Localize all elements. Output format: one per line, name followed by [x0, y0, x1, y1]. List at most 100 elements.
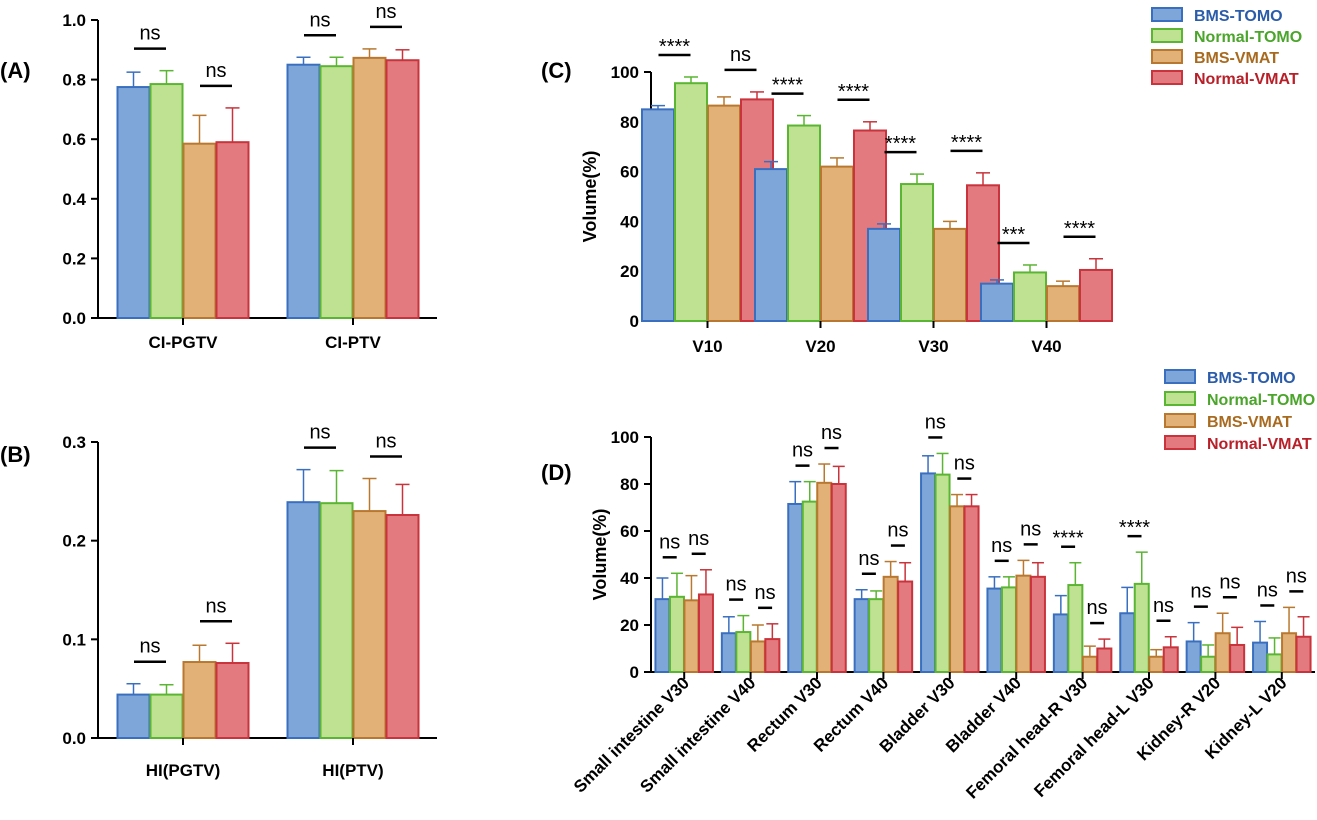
- significance-label: ns: [1286, 565, 1307, 587]
- x-tick-label: HI(PTV): [322, 761, 383, 780]
- significance-label: ns: [309, 9, 330, 31]
- x-tick-label: CI-PTV: [325, 333, 381, 352]
- legend-swatch-bms-vmat: [1164, 413, 1196, 428]
- x-tick-label: V30: [918, 337, 948, 356]
- y-tick-label: 80: [620, 475, 639, 494]
- bar-normal-vmat: [1295, 635, 1312, 673]
- bar-normal-vmat: [215, 662, 250, 739]
- significance-label: ns: [821, 422, 842, 444]
- bar-bms-tomo: [1119, 612, 1136, 673]
- significance-label: ns: [954, 453, 975, 475]
- significance-label: ns: [1087, 597, 1108, 619]
- legend-swatch-normal-tomo: [1164, 391, 1196, 406]
- y-tick-label: 0: [630, 663, 639, 682]
- significance-label: ns: [726, 574, 747, 596]
- bar-normal-vmat: [1229, 643, 1246, 673]
- significance-label: ****: [1064, 218, 1095, 240]
- y-tick-label: 60: [620, 522, 639, 541]
- significance-label: ****: [951, 132, 982, 154]
- bar-bms-tomo: [1185, 640, 1202, 674]
- bar-bms-tomo: [787, 502, 804, 673]
- legend-swatch-normal-tomo: [1151, 28, 1183, 43]
- panel-label: (C): [541, 58, 572, 83]
- y-tick-label: 0.2: [62, 249, 86, 268]
- y-tick-label: 0.8: [62, 71, 86, 90]
- significance-label: ns: [205, 595, 226, 617]
- significance-label: ns: [139, 23, 160, 45]
- bar-bms-vmat: [1148, 655, 1165, 673]
- bar-normal-vmat: [697, 593, 714, 674]
- significance-label: ns: [1020, 518, 1041, 540]
- bar-normal-vmat: [385, 514, 420, 739]
- y-tick-label: 0.2: [62, 532, 86, 551]
- y-tick-label: 0.0: [62, 309, 86, 328]
- x-tick-label: HI(PGTV): [146, 761, 221, 780]
- legend-panel-c: BMS-TOMO Normal-TOMO BMS-VMAT Normal-VMAT: [1151, 7, 1302, 88]
- y-axis-label: Volume(%): [590, 509, 610, 601]
- bar-bms-tomo: [980, 282, 1014, 322]
- bar-bms-tomo: [867, 227, 901, 322]
- significance-label: ns: [309, 422, 330, 444]
- legend-swatch-bms-tomo: [1151, 7, 1183, 22]
- significance-label: ns: [1257, 579, 1278, 601]
- legend-label-bms-vmat: BMS-VMAT: [1207, 414, 1292, 431]
- x-tick-label: V20: [805, 337, 835, 356]
- legend-label-bms-tomo: BMS-TOMO: [1194, 8, 1283, 25]
- bar-bms-vmat: [683, 599, 700, 674]
- bar-normal-tomo: [1266, 653, 1283, 673]
- significance-label: ns: [858, 548, 879, 570]
- significance-label: ns: [991, 535, 1012, 557]
- y-tick-label: 0.1: [62, 630, 86, 649]
- significance-label: ns: [1153, 595, 1174, 617]
- legend-label-normal-tomo: Normal-TOMO: [1207, 392, 1315, 409]
- bar-bms-tomo: [286, 501, 321, 740]
- y-tick-label: 40: [620, 212, 639, 231]
- bar-normal-vmat: [1029, 575, 1046, 674]
- bar-normal-tomo: [1000, 586, 1017, 674]
- significance-label: ****: [772, 75, 803, 97]
- y-tick-label: 60: [620, 163, 639, 182]
- legend-swatch-bms-vmat: [1151, 49, 1183, 64]
- bar-normal-vmat: [963, 505, 980, 674]
- bar-normal-tomo: [1067, 584, 1084, 673]
- bar-normal-vmat: [1079, 268, 1113, 322]
- x-tick-label: Small intestine V40: [636, 673, 759, 796]
- bar-bms-vmat: [949, 505, 966, 674]
- bar-bms-vmat: [352, 56, 387, 319]
- significance-label: ns: [1190, 581, 1211, 603]
- y-tick-label: 0: [630, 312, 639, 331]
- significance-label: ns: [659, 531, 680, 553]
- panel-b-chart: (B) 0.0 0.1 0.2 0.3 HI(PGTV) HI(PTV) ns ns ns ns: [0, 422, 437, 780]
- bar-bms-tomo: [720, 632, 737, 673]
- bar-normal-vmat: [764, 638, 781, 673]
- bar-normal-tomo: [735, 631, 752, 673]
- bar-bms-tomo: [116, 693, 151, 740]
- bar-bms-vmat: [707, 104, 741, 322]
- bar-normal-vmat: [1096, 647, 1113, 673]
- bar-bms-vmat: [1281, 632, 1298, 673]
- y-tick-label: 80: [620, 113, 639, 132]
- legend-label-normal-vmat: Normal-VMAT: [1207, 436, 1312, 453]
- bar-normal-tomo: [149, 83, 184, 319]
- y-tick-label: 1.0: [62, 11, 86, 30]
- legend-label-bms-vmat: BMS-VMAT: [1194, 50, 1279, 67]
- y-tick-label: 20: [620, 262, 639, 281]
- bar-normal-tomo: [787, 124, 821, 322]
- bar-normal-tomo: [900, 183, 934, 322]
- significance-label: ****: [1053, 528, 1084, 550]
- bar-normal-vmat: [897, 580, 914, 674]
- bar-bms-tomo: [986, 587, 1003, 674]
- bar-normal-tomo: [674, 82, 708, 322]
- bar-normal-tomo: [1200, 655, 1217, 673]
- legend-swatch-bms-tomo: [1164, 369, 1196, 384]
- bar-bms-vmat: [1015, 574, 1032, 674]
- bar-normal-vmat: [1162, 646, 1179, 674]
- bar-bms-tomo: [920, 472, 937, 673]
- bar-bms-vmat: [749, 640, 766, 674]
- bar-bms-tomo: [1052, 613, 1069, 673]
- legend-swatch-normal-vmat: [1164, 435, 1196, 450]
- bar-bms-tomo: [654, 598, 671, 674]
- y-tick-label: 100: [611, 63, 639, 82]
- bar-bms-vmat: [820, 165, 854, 322]
